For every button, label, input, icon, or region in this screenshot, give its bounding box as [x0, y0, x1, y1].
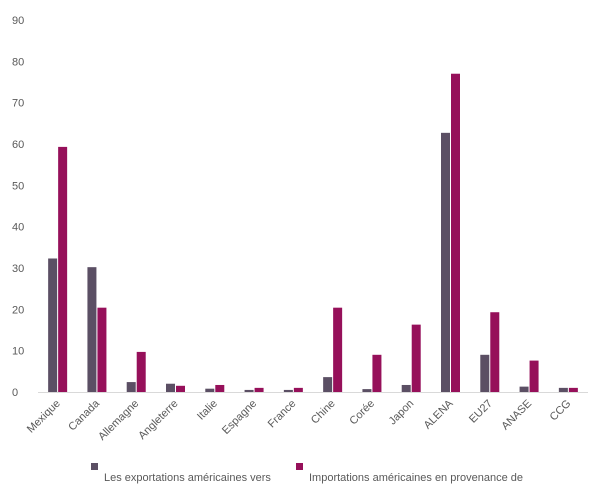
bar-exports: [48, 258, 58, 392]
bar-exports: [441, 132, 450, 392]
bar-imports: [215, 384, 225, 392]
legend-label-exports: Les exportations américaines vers: [104, 472, 271, 484]
bar-imports: [176, 385, 185, 392]
y-tick-label: 70: [12, 98, 24, 110]
bar-imports: [529, 360, 539, 392]
legend-item-exports: Les exportations américaines vers: [91, 462, 271, 484]
bar-exports: [205, 388, 215, 392]
x-tick-label: Italie: [195, 398, 220, 423]
x-tick-label: Japon: [387, 398, 417, 428]
bars: [48, 73, 578, 392]
bar-exports: [558, 387, 568, 392]
legend-label-imports: Importations américaines en provenance d…: [309, 472, 524, 484]
y-axis-ticks: 0 10 20 30 40 50 60 70 80 90: [12, 15, 24, 399]
bar-imports: [411, 324, 421, 392]
y-tick-label: 40: [12, 222, 24, 234]
y-tick-label: 30: [12, 263, 24, 275]
bar-imports: [568, 387, 578, 392]
legend-swatch-exports: [91, 463, 98, 470]
legend-item-imports: Importations américaines en provenance d…: [296, 462, 523, 484]
bar-imports: [136, 351, 146, 392]
bar-imports: [451, 73, 460, 392]
legend-swatch-imports: [296, 463, 303, 470]
bar-imports: [58, 146, 68, 392]
x-tick-label: ANASE: [499, 398, 534, 433]
bar-imports: [293, 387, 303, 392]
x-tick-label: CCG: [548, 398, 574, 424]
bar-exports: [283, 389, 293, 392]
x-tick-label: Angleterre: [136, 398, 180, 442]
x-tick-label: Chine: [309, 398, 338, 427]
y-tick-label: 50: [12, 180, 24, 192]
y-tick-label: 90: [12, 15, 24, 27]
bar-exports: [519, 386, 529, 392]
x-tick-label: ALENA: [422, 397, 456, 431]
bar-imports: [490, 312, 500, 392]
bar-chart: 0 10 20 30 40 50 60 70 80 90 Mexique CanadaAllemag…: [12, 15, 588, 443]
bar-exports: [244, 389, 254, 392]
x-tick-label: EU27: [467, 398, 495, 426]
bar-imports: [97, 307, 107, 392]
bar-exports: [87, 267, 97, 392]
bar-exports: [126, 382, 136, 392]
x-tick-label: Mexique: [25, 398, 63, 436]
y-tick-label: 10: [12, 346, 24, 358]
x-tick-label: Espagne: [220, 398, 259, 437]
bar-exports: [401, 384, 411, 392]
bar-exports: [323, 377, 333, 392]
y-tick-label: 80: [12, 56, 24, 68]
legend: Les exportations américaines vers Import…: [0, 462, 597, 486]
y-tick-label: 0: [12, 387, 18, 399]
x-tick-label: Canada: [66, 397, 102, 433]
bar-imports: [333, 307, 343, 392]
bar-imports: [372, 354, 382, 392]
y-tick-label: 20: [12, 304, 24, 316]
bar-imports: [254, 387, 264, 392]
bar-exports: [480, 354, 490, 392]
x-tick-label: Corée: [347, 398, 377, 428]
y-tick-label: 60: [12, 139, 24, 151]
x-tick-label: France: [266, 398, 299, 431]
bar-exports: [362, 389, 372, 392]
bar-exports: [166, 383, 175, 392]
x-tick-label: Allemagne: [96, 398, 141, 443]
